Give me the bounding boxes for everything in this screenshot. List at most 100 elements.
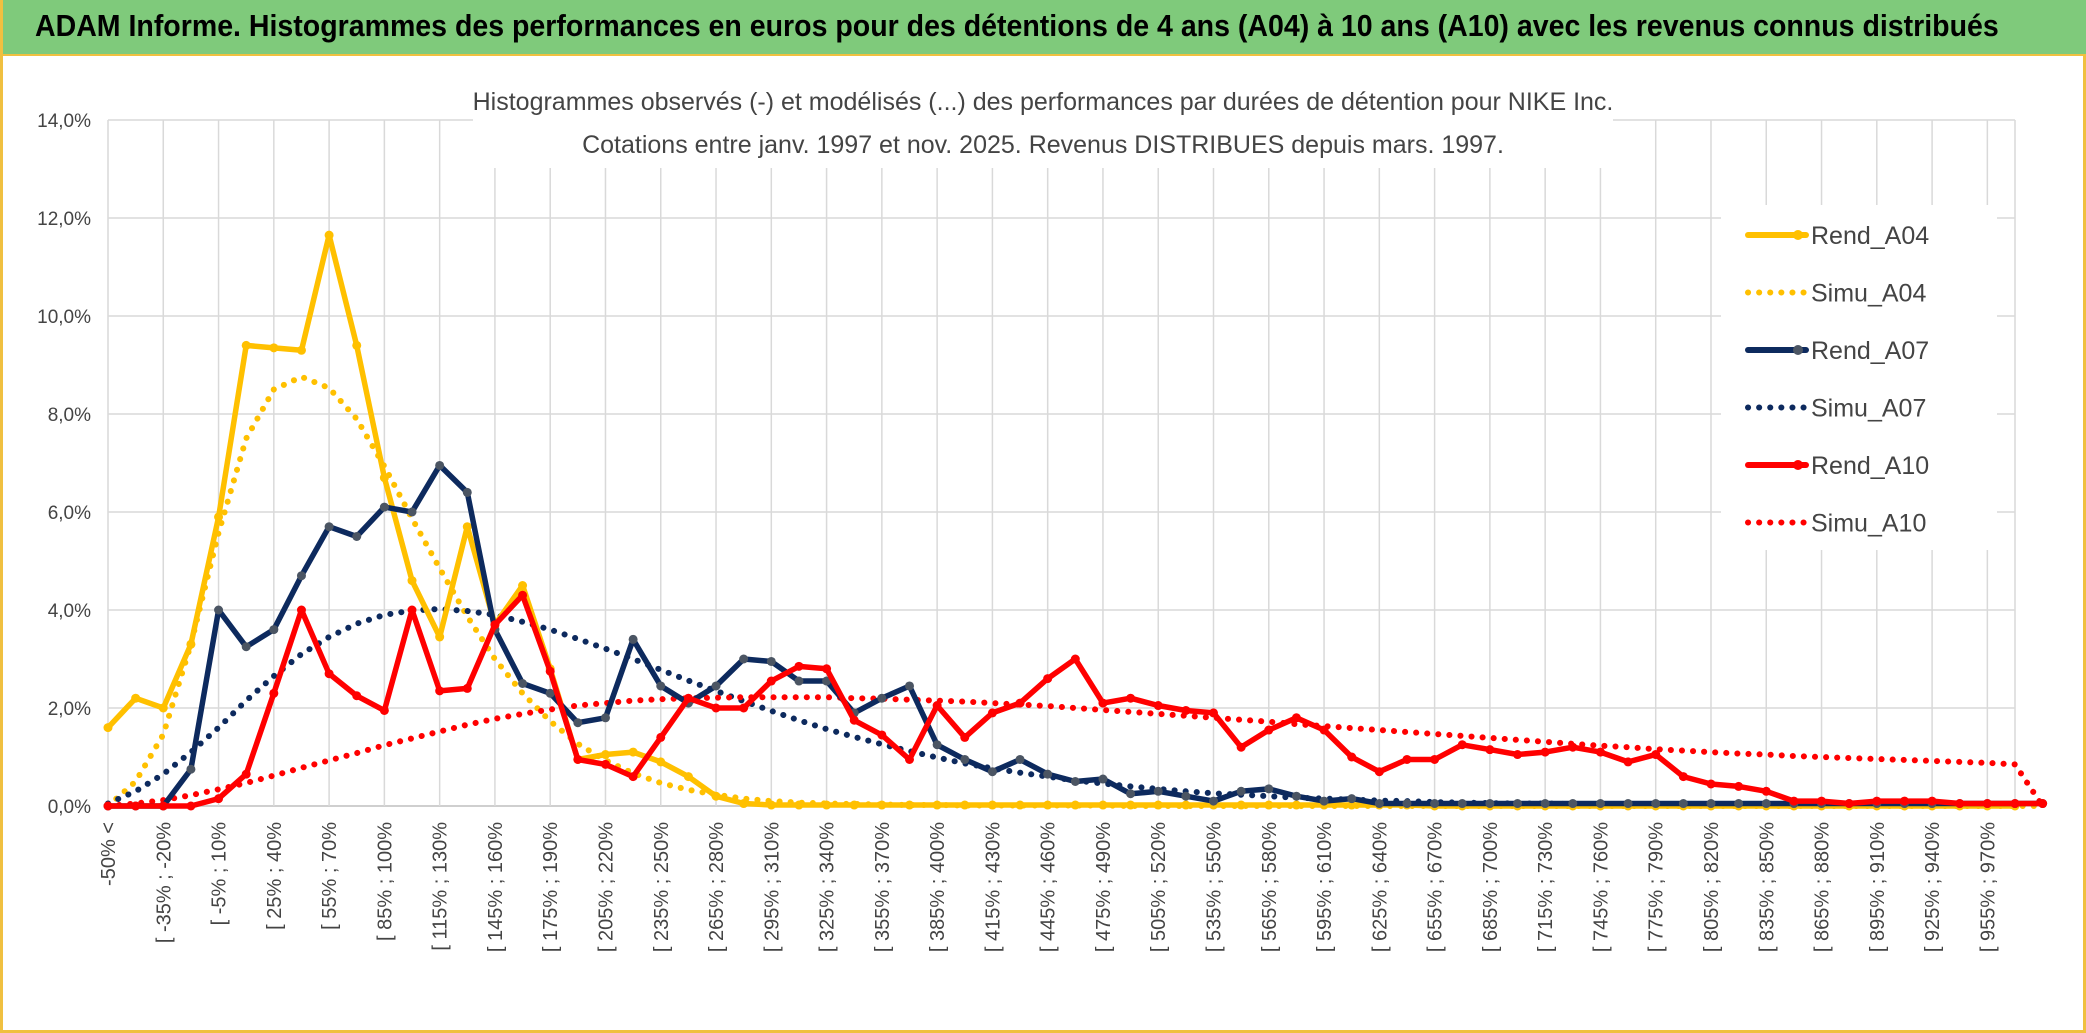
legend-label: Rend_A07 <box>1811 337 1929 365</box>
data-point <box>1568 799 1578 809</box>
data-point <box>711 703 721 713</box>
x-tick-label: [ -35% ; -20% <box>153 822 175 943</box>
data-point <box>1209 708 1219 718</box>
data-point <box>1678 799 1688 809</box>
data-point <box>683 693 693 703</box>
data-point <box>214 512 224 522</box>
data-point <box>1291 800 1301 810</box>
data-point <box>296 605 306 615</box>
data-point <box>739 654 749 664</box>
x-tick-label: [ 145% ; 160% <box>485 822 507 952</box>
data-point <box>628 772 638 782</box>
data-point <box>1485 799 1495 809</box>
x-tick-label: [ 445% ; 460% <box>1038 822 1060 952</box>
data-point <box>1236 800 1246 810</box>
data-point <box>1181 791 1191 801</box>
data-point <box>1043 800 1053 810</box>
data-point <box>600 713 610 723</box>
legend-label: Rend_A10 <box>1811 452 1929 480</box>
data-point <box>822 800 832 810</box>
data-point <box>2038 799 2048 809</box>
x-tick-label: [ 25% ; 40% <box>264 822 286 930</box>
data-point <box>379 502 389 512</box>
data-point <box>518 581 528 590</box>
data-point <box>600 750 610 760</box>
data-point <box>1264 800 1274 810</box>
y-tick-label: 12,0% <box>37 209 91 230</box>
data-point <box>435 460 445 470</box>
data-point <box>987 767 997 777</box>
x-tick-label: [ 535% ; 550% <box>1204 822 1226 952</box>
data-point <box>1043 769 1053 779</box>
data-point <box>158 801 168 811</box>
data-point <box>407 507 417 517</box>
data-point <box>2010 799 2020 809</box>
legend-label: Rend_A04 <box>1811 222 1929 250</box>
data-point <box>600 759 610 769</box>
data-point <box>1568 742 1578 752</box>
data-point <box>1374 799 1384 809</box>
data-point <box>1982 799 1992 809</box>
x-tick-label: [ 85% ; 100% <box>374 822 396 941</box>
data-point <box>766 800 776 810</box>
data-point <box>214 605 224 615</box>
data-point <box>1678 772 1688 782</box>
data-point <box>269 625 279 635</box>
data-point <box>435 632 445 642</box>
legend-label: Simu_A10 <box>1811 510 1926 538</box>
data-point <box>1098 698 1108 708</box>
report-title: ADAM Informe. Histogrammes des performan… <box>35 8 1999 43</box>
data-point <box>296 571 306 581</box>
chart-legend: Rend_A04 Simu_A04 Rend_A07 Simu_A07 Rend_A10… <box>1745 222 1929 538</box>
x-tick-label: [ 955% ; 970% <box>1977 822 1999 952</box>
x-tick-label: [ 415% ; 430% <box>982 822 1004 952</box>
data-point <box>1153 800 1163 810</box>
data-point <box>1347 752 1357 762</box>
data-point <box>269 343 279 353</box>
legend-marker <box>1793 460 1803 470</box>
data-point <box>407 576 417 586</box>
x-tick-label: [ -5% ; 10% <box>209 822 231 926</box>
histogram-chart: Histogrammes observés (-) et modélisés (… <box>37 88 2048 952</box>
data-point <box>1209 796 1219 806</box>
data-point <box>849 800 859 810</box>
data-point <box>1347 800 1357 810</box>
data-point <box>1872 796 1882 806</box>
data-point <box>379 473 389 483</box>
x-tick-label: [ 595% ; 610% <box>1314 822 1336 952</box>
data-point <box>1126 693 1136 703</box>
data-point <box>932 800 942 810</box>
data-point <box>960 754 970 764</box>
legend-marker <box>1793 345 1803 355</box>
data-point <box>1761 799 1771 809</box>
x-tick-label: [ 175% ; 190% <box>540 822 562 952</box>
data-point <box>1595 747 1605 757</box>
data-point <box>518 679 528 688</box>
data-point <box>462 522 472 532</box>
data-point <box>1430 754 1440 764</box>
x-tick-label: [ 205% ; 220% <box>595 822 617 952</box>
data-point <box>131 801 141 811</box>
data-point <box>877 800 887 810</box>
y-tick-label: 10,0% <box>37 307 91 328</box>
x-tick-label: [ 865% ; 880% <box>1812 822 1834 952</box>
data-point <box>987 708 997 718</box>
data-point <box>214 794 224 804</box>
x-tick-label: [ 895% ; 910% <box>1867 822 1889 952</box>
data-point <box>1734 781 1744 791</box>
data-point <box>241 340 251 350</box>
data-point <box>1817 796 1827 806</box>
data-point <box>1070 800 1080 810</box>
data-point <box>904 800 914 810</box>
data-point <box>352 340 362 350</box>
data-point <box>131 693 141 703</box>
data-point <box>1015 800 1025 810</box>
y-tick-label: 4,0% <box>48 601 91 622</box>
data-point <box>1153 701 1163 711</box>
data-point <box>794 800 804 810</box>
y-tick-label: 14,0% <box>37 111 91 132</box>
data-point <box>628 747 638 757</box>
data-point <box>628 634 638 644</box>
y-axis: 0,0% 2,0% 4,0% 6,0% 8,0% 10,0% 12,0% 14,0% <box>37 111 91 818</box>
data-point <box>794 661 804 671</box>
